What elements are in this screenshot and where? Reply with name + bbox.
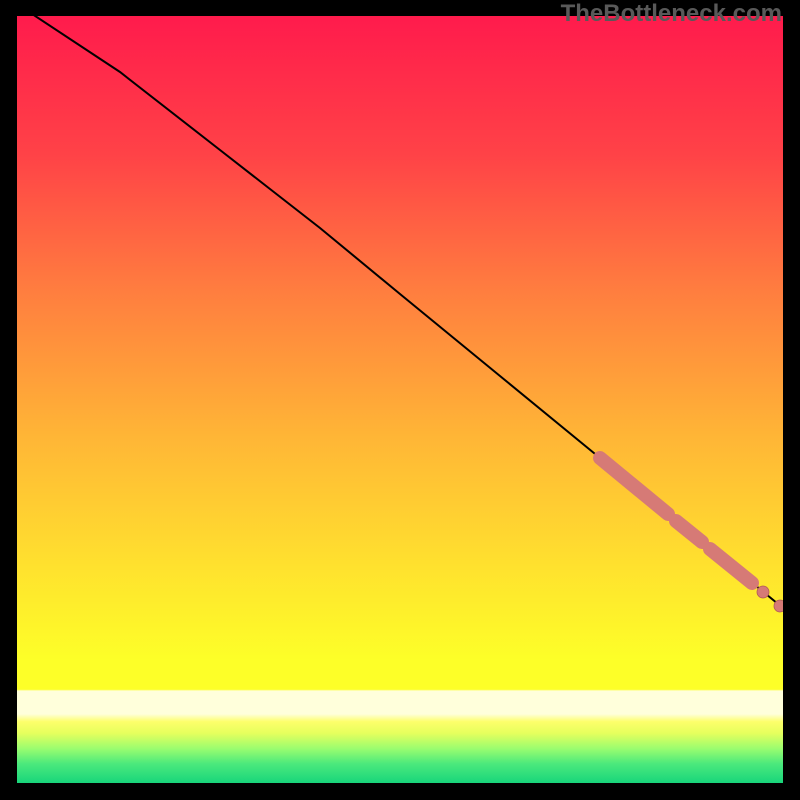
- marker-dot: [774, 600, 783, 612]
- marker-dot: [757, 586, 769, 598]
- gradient-background: [17, 16, 783, 783]
- plot-area: [17, 16, 783, 783]
- chart-container: TheBottleneck.com: [0, 0, 800, 800]
- chart-svg: [17, 16, 783, 783]
- watermark-text: TheBottleneck.com: [561, 0, 782, 28]
